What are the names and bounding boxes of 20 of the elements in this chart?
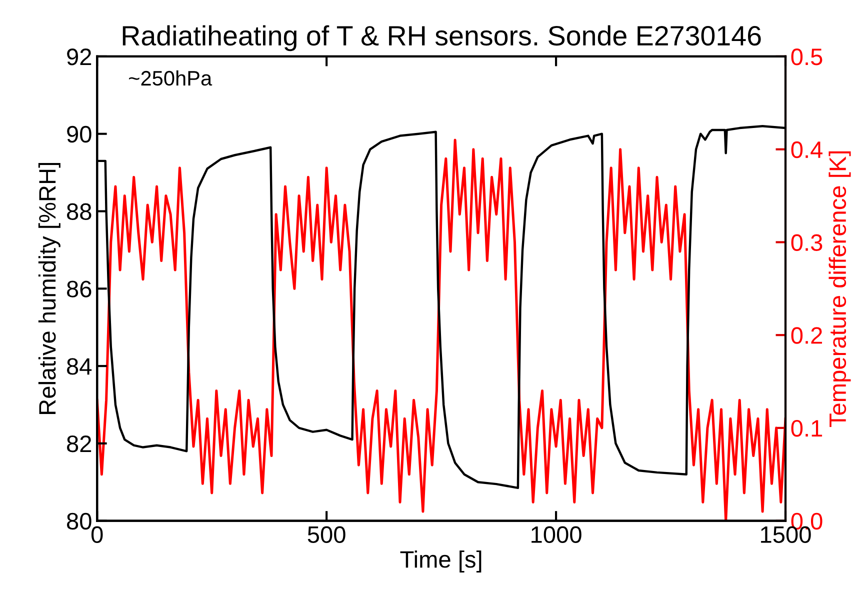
y-tick-label: 88	[67, 203, 92, 220]
y2-tick-label: 0.1	[791, 420, 822, 437]
x-axis-title: Time [s]	[400, 550, 482, 572]
chart-title: Radiatiheating of T & RH sensors. Sonde E2730146	[122, 25, 761, 52]
x-tick-label: 0	[91, 526, 103, 544]
y2-axis-title: Temperature difference [K]	[828, 151, 851, 427]
y2-tick-label: 0.3	[791, 234, 822, 251]
annotation: ~250hPa	[129, 70, 212, 86]
y-tick-label: 86	[67, 280, 92, 298]
x-tick-label: 1000	[532, 526, 582, 544]
y2-tick-label: 0.5	[791, 48, 822, 66]
y-tick-label: 84	[67, 358, 92, 375]
x-tick-label: 500	[308, 526, 346, 544]
y-axis-title: Relative humidity [%RH]	[38, 163, 60, 414]
y2-tick-label: 0.2	[791, 327, 822, 344]
y-tick-label: 80	[67, 512, 92, 530]
y-tick-label: 82	[67, 435, 92, 452]
y-tick-label: 92	[67, 48, 92, 66]
y2-tick-label: 0.4	[791, 141, 822, 158]
y-tick-label: 90	[67, 126, 92, 143]
